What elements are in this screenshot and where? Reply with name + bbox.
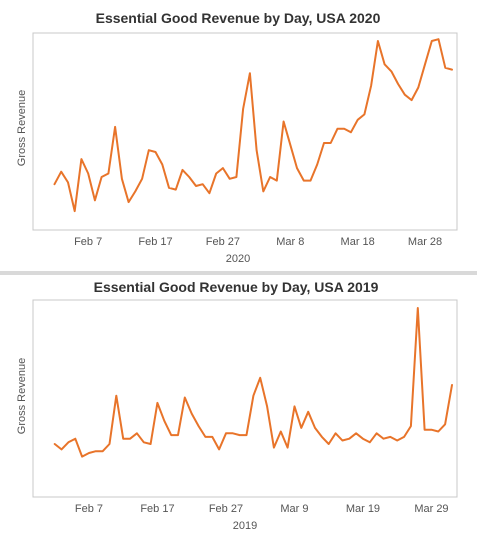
revenue-line [53,38,453,213]
x-tick-labels: Feb 7 Feb 17 Feb 27 Mar 8 Mar 18 Mar 28 [74,236,442,248]
x-tick-label: Mar 9 [280,503,308,515]
x-axis-label: 2020 [226,253,250,265]
chart-panel-2020: Essential Good Revenue by Day, USA 2020 … [0,0,477,272]
x-tick-label: Feb 7 [75,503,103,515]
chart-2020: Essential Good Revenue by Day, USA 2020 … [16,10,458,265]
y-axis-label: Gross Revenue [16,358,28,434]
plot-area [32,32,458,231]
x-tick-labels: Feb 7 Feb 17 Feb 27 Mar 9 Mar 19 Mar 29 [75,503,449,515]
panel-divider [0,271,477,275]
x-tick-label: Feb 7 [74,236,102,248]
x-tick-label: Mar 19 [346,503,380,515]
x-tick-label: Mar 28 [408,236,442,248]
x-tick-label: Mar 18 [341,236,375,248]
plot-area [32,299,458,498]
x-tick-label: Mar 8 [276,236,304,248]
series-line-layer [53,307,453,458]
x-tick-label: Feb 17 [140,503,174,515]
x-axis-label: 2019 [233,520,257,532]
series-line-layer [53,38,453,213]
chart-title: Essential Good Revenue by Day, USA 2020 [96,10,381,26]
y-axis-label: Gross Revenue [16,90,28,166]
x-tick-label: Feb 27 [206,236,240,248]
chart-panel-2019: Essential Good Revenue by Day, USA 2019 … [0,275,477,547]
chart-2019: Essential Good Revenue by Day, USA 2019 … [16,279,458,532]
x-tick-label: Mar 29 [414,503,448,515]
chart-title: Essential Good Revenue by Day, USA 2019 [94,279,379,295]
x-tick-label: Feb 27 [209,503,243,515]
x-tick-label: Feb 17 [138,236,172,248]
revenue-line [53,307,453,458]
